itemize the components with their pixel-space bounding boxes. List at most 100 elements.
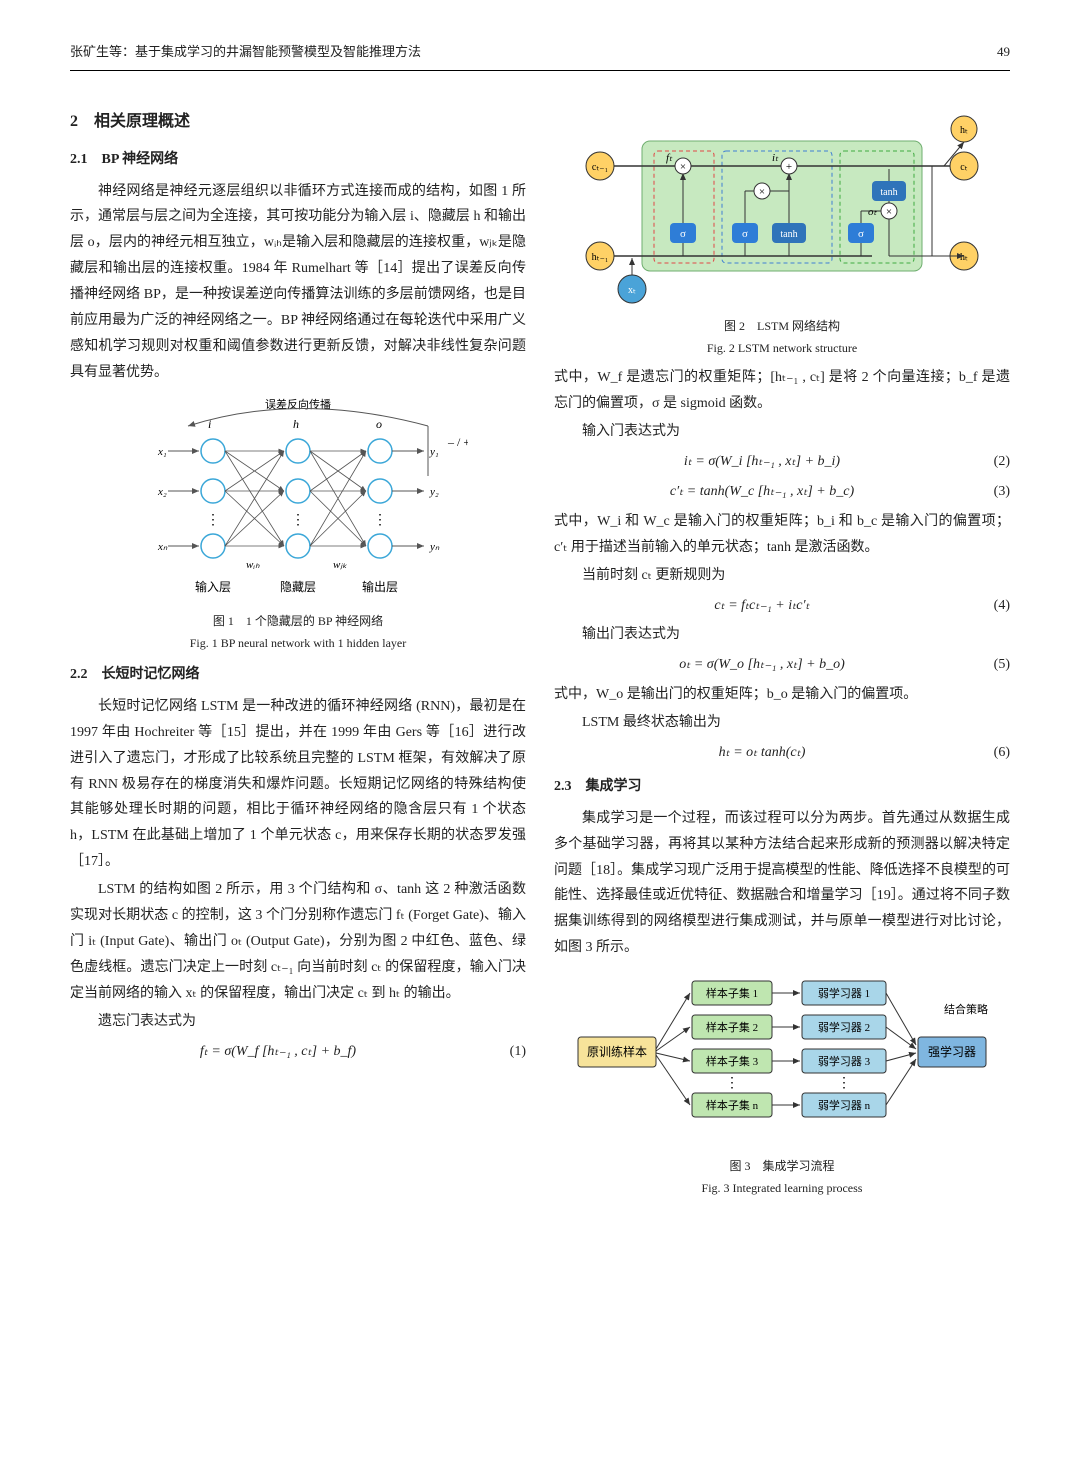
svg-text:隐藏层: 隐藏层 — [280, 580, 316, 594]
svg-text:wⱼₖ: wⱼₖ — [333, 559, 347, 571]
svg-text:样本子集 3: 样本子集 3 — [706, 1054, 759, 1068]
running-head: 张矿生等：基于集成学习的井漏智能预警模型及智能推理方法 49 — [70, 40, 1010, 71]
fig3-cap-en: Fig. 3 Integrated learning process — [554, 1177, 1010, 1199]
para-2-3-a: 集成学习是一个过程，而该过程可以分为两步。首先通过从数据生成多个基础学习器，再将… — [554, 806, 1010, 961]
hidden-layer-nodes: ⋮ — [286, 439, 310, 558]
svg-text:+: + — [786, 161, 792, 173]
svg-text:– / +: – / + — [447, 435, 468, 449]
svg-text:×: × — [886, 206, 892, 218]
svg-text:i: i — [208, 417, 211, 431]
ensemble-svg: 原训练样本 样本子集 1 样本子集 2 样本子集 3 ⋮ 样本子集 n 弱学 — [572, 971, 992, 1151]
svg-text:⋮: ⋮ — [291, 513, 305, 528]
svg-text:⋮: ⋮ — [206, 513, 220, 528]
svg-text:样本子集 1: 样本子集 1 — [706, 986, 758, 1000]
two-column-layout: 2 相关原理概述 2.1 BP 神经网络 神经网络是神经元逐层组织以非循环方式连… — [70, 101, 1010, 1205]
para-after-fig2: 式中，W_f 是遗忘门的权重矩阵；[hₜ₋₁ , cₜ] 是将 2 个向量连接；… — [554, 365, 1010, 417]
svg-text:输出层: 输出层 — [362, 579, 398, 594]
svg-text:×: × — [680, 161, 686, 173]
svg-text:y₂: y₂ — [429, 486, 439, 498]
fig3-cap-zh: 图 3 集成学习流程 — [554, 1155, 1010, 1177]
equation-6: hₜ = oₜ tanh(cₜ) (6) — [554, 740, 1010, 766]
svg-text:wᵢₕ: wᵢₕ — [246, 559, 260, 571]
svg-text:σ: σ — [680, 228, 686, 240]
ih-lines — [225, 451, 284, 546]
input-layer-nodes: ⋮ — [201, 439, 225, 558]
fig2-cap-zh: 图 2 LSTM 网络结构 — [554, 315, 1010, 337]
svg-text:输入层: 输入层 — [195, 579, 231, 594]
arrows-root — [656, 993, 690, 1105]
svg-text:hₜ: hₜ — [960, 125, 968, 136]
svg-text:⋮: ⋮ — [725, 1076, 739, 1091]
svg-text:oₜ: oₜ — [868, 206, 878, 218]
svg-text:iₜ: iₜ — [772, 152, 779, 164]
svg-text:o: o — [376, 417, 382, 431]
section-2-3-heading: 2.3 集成学习 — [554, 774, 1010, 800]
svg-text:xₙ: xₙ — [157, 541, 168, 553]
svg-text:cₜ₋₁: cₜ₋₁ — [592, 162, 608, 173]
svg-text:x₁: x₁ — [157, 446, 167, 458]
arrows-sub-weak — [772, 993, 800, 1105]
section-2-heading: 2 相关原理概述 — [70, 107, 526, 137]
left-column: 2 相关原理概述 2.1 BP 神经网络 神经网络是神经元逐层组织以非循环方式连… — [70, 101, 526, 1205]
equation-1: fₜ = σ(W_f [hₜ₋₁ , cₜ] + b_f) (1) — [70, 1039, 526, 1065]
svg-text:yₙ: yₙ — [429, 541, 440, 553]
svg-text:样本子集 n: 样本子集 n — [706, 1098, 759, 1112]
equation-2: iₜ = σ(W_i [hₜ₋₁ , xₜ] + b_i) (2) — [554, 449, 1010, 475]
svg-text:fₜ: fₜ — [666, 152, 673, 164]
svg-text:cₜ: cₜ — [960, 162, 967, 173]
svg-text:tanh: tanh — [780, 229, 797, 240]
svg-text:hₜ₋₁: hₜ₋₁ — [592, 252, 609, 263]
figure-2: cₜ₋₁ cₜ hₜ₋₁ hₜ xₜ hₜ σ — [554, 111, 1010, 359]
equation-4: cₜ = fₜcₜ₋₁ + iₜc′ₜ (4) — [554, 593, 1010, 619]
subset-boxes: 样本子集 1 样本子集 2 样本子集 3 ⋮ 样本子集 n — [692, 981, 772, 1117]
para-2-2-b: LSTM 的结构如图 2 所示，用 3 个门结构和 σ、tanh 这 2 种激活… — [70, 877, 526, 1006]
equation-5: oₜ = σ(W_o [hₜ₋₁ , xₜ] + b_o) (5) — [554, 652, 1010, 678]
fig2-cap-en: Fig. 2 LSTM network structure — [554, 337, 1010, 359]
para-output-gate: 输出门表达式为 — [554, 622, 1010, 648]
section-2-2-heading: 2.2 长短时记忆网络 — [70, 662, 526, 688]
page-number: 49 — [997, 40, 1010, 64]
para-2-2-a: 长短时记忆网络 LSTM 是一种改进的循环神经网络 (RNN)，最初是在 199… — [70, 694, 526, 875]
svg-text:σ: σ — [742, 228, 748, 240]
svg-text:原训练样本: 原训练样本 — [587, 1044, 647, 1059]
lstm-svg: cₜ₋₁ cₜ hₜ₋₁ hₜ xₜ hₜ σ — [572, 111, 992, 311]
right-column: cₜ₋₁ cₜ hₜ₋₁ hₜ xₜ hₜ σ — [554, 101, 1010, 1205]
svg-text:⋮: ⋮ — [373, 513, 387, 528]
feedback-arrow — [188, 408, 428, 426]
svg-text:弱学习器 1: 弱学习器 1 — [818, 986, 870, 1000]
running-head-left: 张矿生等：基于集成学习的井漏智能预警模型及智能推理方法 — [70, 40, 421, 64]
para-after-eq5: 式中，W_o 是输出门的权重矩阵；b_o 是输入门的偏置项。 — [554, 682, 1010, 708]
para-after-eq3: 式中，W_i 和 W_c 是输入门的权重矩阵；b_i 和 b_c 是输入门的偏置… — [554, 509, 1010, 561]
ho-lines — [310, 451, 366, 546]
para-2-2-c: 遗忘门表达式为 — [70, 1009, 526, 1035]
weak-boxes: 弱学习器 1 弱学习器 2 弱学习器 3 ⋮ 弱学习器 n — [802, 981, 886, 1117]
svg-text:tanh: tanh — [880, 187, 897, 198]
svg-text:⋮: ⋮ — [837, 1076, 851, 1091]
svg-text:x₂: x₂ — [157, 486, 167, 498]
svg-text:xₜ: xₜ — [628, 285, 636, 296]
svg-text:h: h — [293, 417, 299, 431]
fig1-cap-en: Fig. 1 BP neural network with 1 hidden l… — [70, 632, 526, 654]
svg-text:弱学习器 2: 弱学习器 2 — [818, 1020, 870, 1034]
svg-text:弱学习器 n: 弱学习器 n — [818, 1098, 871, 1112]
equation-3: c′ₜ = tanh(W_c [hₜ₋₁ , xₜ] + b_c) (3) — [554, 479, 1010, 505]
para-2-1: 神经网络是神经元逐层组织以非循环方式连接而成的结构，如图 1 所示，通常层与层之… — [70, 179, 526, 386]
output-layer-nodes: ⋮ — [368, 439, 392, 558]
arrows-weak-strong — [886, 993, 916, 1105]
para-input-gate: 输入门表达式为 — [554, 419, 1010, 445]
figure-3: 原训练样本 样本子集 1 样本子集 2 样本子集 3 ⋮ 样本子集 n 弱学 — [554, 971, 1010, 1199]
svg-text:σ: σ — [858, 228, 864, 240]
svg-text:样本子集 2: 样本子集 2 — [706, 1020, 758, 1034]
para-ct-update: 当前时刻 cₜ 更新规则为 — [554, 563, 1010, 589]
svg-text:强学习器: 强学习器 — [928, 1044, 976, 1059]
svg-text:hₜ: hₜ — [960, 252, 968, 263]
svg-text:结合策略: 结合策略 — [944, 1002, 988, 1016]
svg-text:y₁: y₁ — [429, 446, 439, 458]
figure-1: 误差反向传播 i h o ⋮ ⋮ — [70, 396, 526, 654]
svg-text:弱学习器 3: 弱学习器 3 — [818, 1054, 871, 1068]
para-final-h: LSTM 最终状态输出为 — [554, 710, 1010, 736]
bp-network-svg: 误差反向传播 i h o ⋮ ⋮ — [128, 396, 468, 606]
fig1-cap-zh: 图 1 1 个隐藏层的 BP 神经网络 — [70, 610, 526, 632]
svg-text:×: × — [759, 186, 765, 198]
section-2-1-heading: 2.1 BP 神经网络 — [70, 147, 526, 173]
